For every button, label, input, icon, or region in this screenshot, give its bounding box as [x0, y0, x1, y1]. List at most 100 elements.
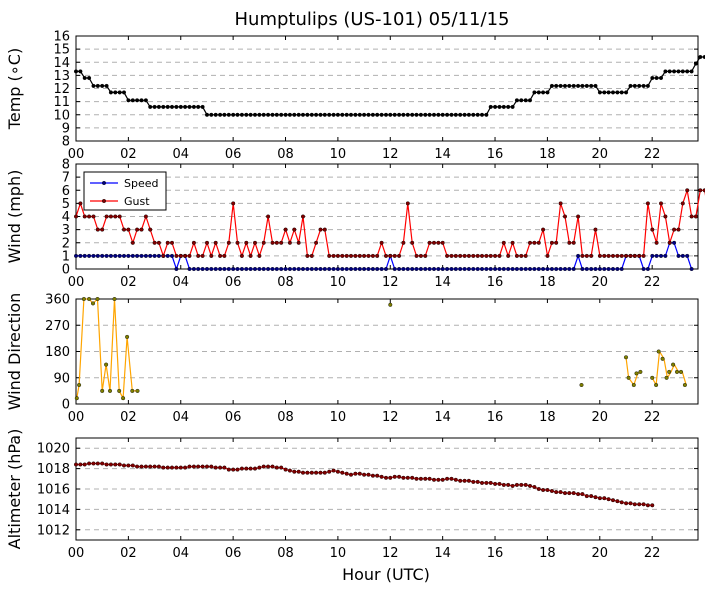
data-point-temperature [226, 112, 231, 117]
data-point-gust [174, 253, 179, 258]
data-point-speed [117, 253, 122, 258]
data-point-speed [676, 253, 681, 258]
data-point-gust [514, 253, 519, 258]
data-point-gust [493, 253, 498, 258]
data-point-altimeter [541, 488, 546, 493]
data-point-altimeter [397, 474, 402, 479]
data-point-temperature [349, 112, 354, 117]
data-point-speed [108, 253, 113, 258]
data-point-gust [667, 240, 672, 245]
x-tick-label: 12 [382, 275, 399, 290]
data-point-temperature [580, 83, 585, 88]
data-point-gust [279, 240, 284, 245]
data-point-gust [506, 253, 511, 258]
data-point-gust [563, 214, 568, 219]
data-point-temperature [283, 112, 288, 117]
data-point-temperature [222, 112, 227, 117]
x-tick-label: 12 [382, 546, 399, 561]
data-point-temperature [139, 98, 144, 103]
data-point-altimeter [344, 471, 349, 476]
data-point-temperature [296, 112, 301, 117]
data-point-gust [266, 214, 271, 219]
data-point-gust [418, 253, 423, 258]
data-point-direction [634, 371, 639, 376]
data-point-altimeter [471, 479, 476, 484]
data-point-altimeter [584, 494, 589, 499]
data-point-gust [689, 214, 694, 219]
data-point-altimeter [488, 480, 493, 485]
data-point-altimeter [292, 469, 297, 474]
data-point-temperature [209, 112, 214, 117]
data-point-altimeter [480, 480, 485, 485]
data-point-speed [593, 267, 598, 272]
data-point-altimeter [445, 476, 450, 481]
data-point-gust [156, 240, 161, 245]
data-point-speed [301, 267, 306, 272]
data-point-gust [257, 253, 262, 258]
data-point-altimeter [95, 461, 100, 466]
data-point-altimeter [619, 500, 624, 505]
data-point-speed [484, 267, 489, 272]
data-point-speed [680, 253, 685, 258]
data-point-speed [475, 267, 480, 272]
data-point-speed [344, 267, 349, 272]
data-point-speed [584, 267, 589, 272]
data-point-gust [335, 253, 340, 258]
data-point-speed [274, 267, 279, 272]
x-tick-label: 10 [330, 147, 347, 162]
data-point-altimeter [593, 495, 598, 500]
data-point-temperature [571, 83, 576, 88]
x-tick-label: 12 [382, 410, 399, 425]
data-point-gust [169, 240, 174, 245]
data-point-speed [331, 267, 336, 272]
x-tick-label: 08 [277, 275, 294, 290]
data-point-speed [305, 267, 310, 272]
plot-frame [75, 298, 699, 405]
data-point-altimeter [597, 496, 602, 501]
data-point-gust [135, 227, 140, 232]
y-tick-label: 5 [62, 197, 70, 212]
data-point-speed [244, 267, 249, 272]
data-point-altimeter [611, 498, 616, 503]
data-point-speed [82, 253, 87, 258]
data-point-gust [375, 253, 380, 258]
data-point-temperature [401, 112, 406, 117]
data-point-temperature [331, 112, 336, 117]
data-point-gust [501, 240, 506, 245]
data-point-speed [423, 267, 428, 272]
x-tick-label: 22 [644, 546, 661, 561]
data-point-speed [654, 253, 659, 258]
x-tick-label: 04 [172, 546, 189, 561]
data-point-speed [322, 267, 327, 272]
data-point-gust [314, 240, 319, 245]
data-point-gust [571, 240, 576, 245]
data-point-temperature [453, 112, 458, 117]
data-point-altimeter [602, 496, 607, 501]
data-point-altimeter [401, 475, 406, 480]
data-point-speed [152, 253, 157, 258]
data-point-temperature [501, 104, 506, 109]
x-tick-label: 08 [277, 410, 294, 425]
x-tick-label: 18 [539, 410, 556, 425]
data-point-speed [488, 267, 493, 272]
data-point-gust [628, 253, 633, 258]
data-point-temperature [183, 104, 188, 109]
data-point-altimeter [104, 462, 109, 467]
data-point-altimeter [314, 470, 319, 475]
data-point-altimeter [497, 481, 502, 486]
data-point-direction [664, 375, 669, 380]
data-point-gust [231, 201, 236, 206]
y-tick-label: 0 [62, 398, 70, 413]
x-tick-label: 16 [487, 410, 504, 425]
data-point-altimeter [266, 464, 271, 469]
data-point-speed [514, 267, 519, 272]
data-point-temperature [252, 112, 257, 117]
data-point-altimeter [78, 462, 83, 467]
data-point-speed [191, 267, 196, 272]
data-point-temperature [130, 98, 135, 103]
data-point-temperature [392, 112, 397, 117]
data-point-altimeter [366, 472, 371, 477]
data-point-altimeter [322, 470, 327, 475]
data-point-speed [440, 267, 445, 272]
